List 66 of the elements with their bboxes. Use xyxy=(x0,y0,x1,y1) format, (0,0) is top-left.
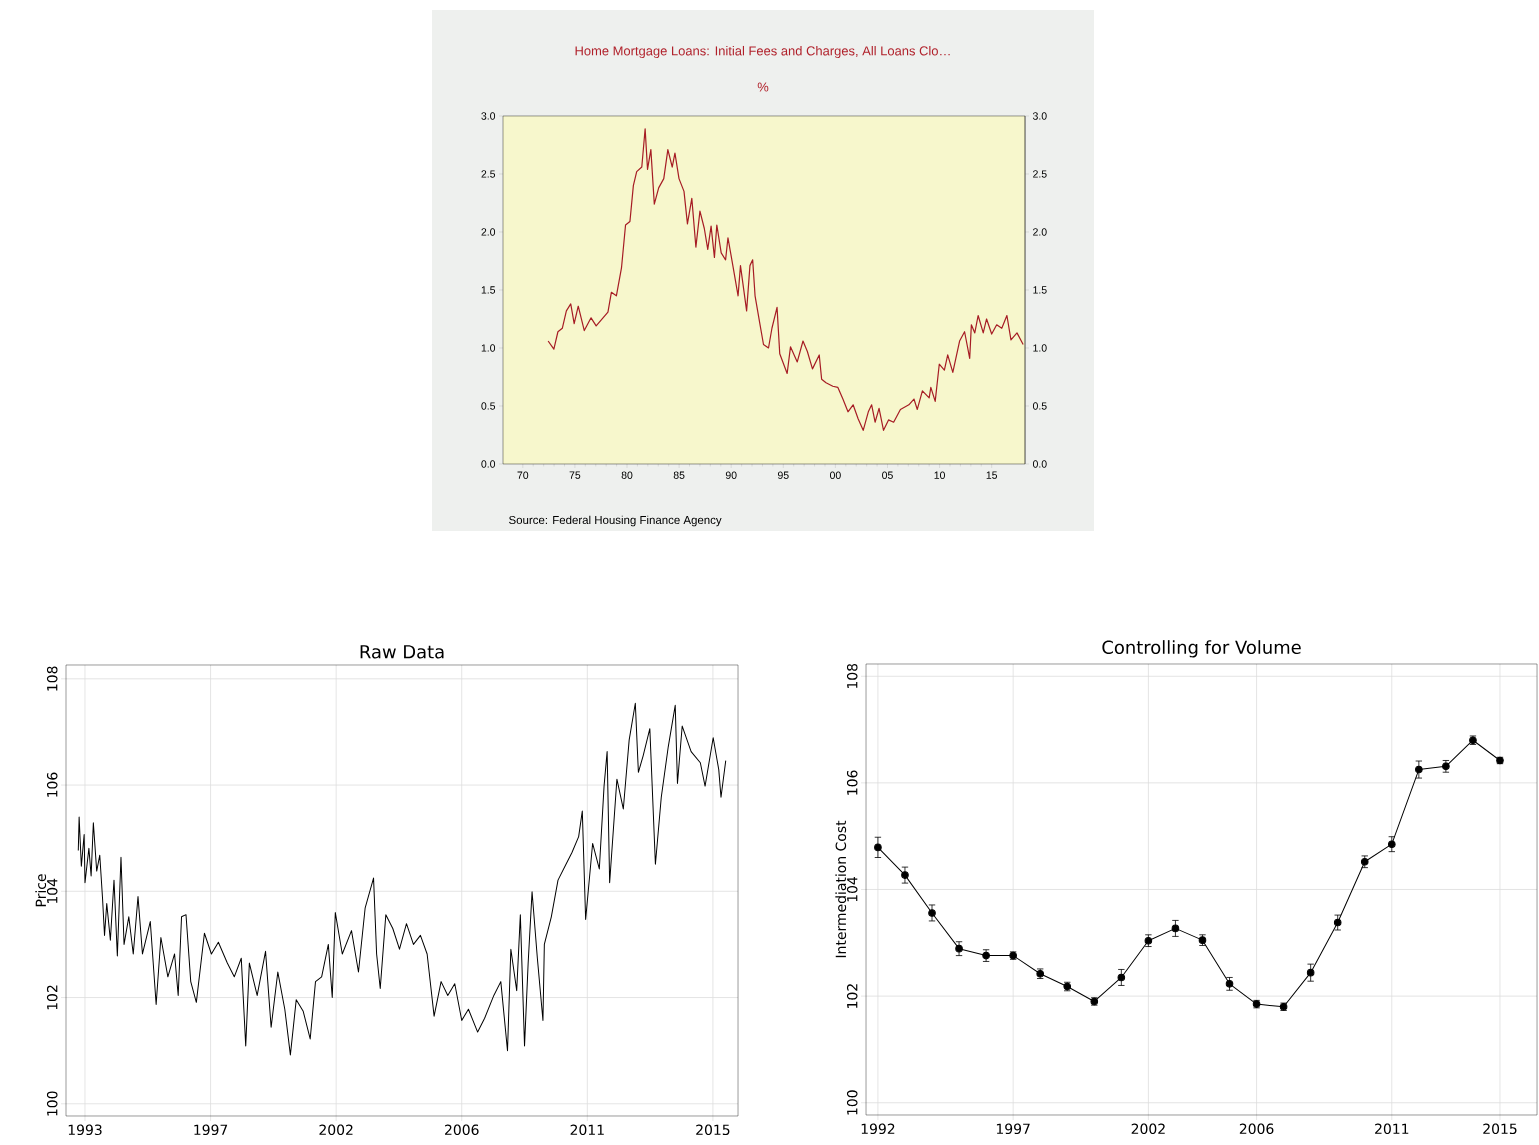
y2-tick-label: 1.5 xyxy=(1033,286,1047,294)
point xyxy=(1306,968,1315,977)
x-tick-label: 00 xyxy=(829,471,841,479)
y-tick-label: 106 xyxy=(846,770,858,795)
y-tick-label: 106 xyxy=(46,772,58,797)
y2-tick-label: 2.0 xyxy=(1033,228,1047,236)
x-tick-label: 1993 xyxy=(68,1124,102,1136)
y-tick-label: 2.0 xyxy=(481,228,496,236)
x-tick-label: 2002 xyxy=(319,1124,353,1136)
y-tick-label: 104 xyxy=(46,878,58,904)
chart-title: Controlling for Volume xyxy=(1102,640,1301,658)
x-tick-label: 1992 xyxy=(861,1123,895,1135)
x-tick-label: 75 xyxy=(569,471,581,479)
y-tick-label: 108 xyxy=(846,663,858,689)
y-tick-label: 0.0 xyxy=(481,460,496,468)
y-tick-label: 1.0 xyxy=(481,344,496,352)
point xyxy=(1333,918,1342,927)
y-tick-label: 100 xyxy=(46,1091,58,1116)
x-tick-label: 15 xyxy=(986,471,998,479)
chart-subtitle: % xyxy=(757,82,769,92)
point xyxy=(1117,973,1126,982)
y-tick-label: 102 xyxy=(846,984,858,1008)
line-series xyxy=(77,702,727,1056)
y2-tick-label: 0.5 xyxy=(1032,402,1047,410)
point xyxy=(901,871,909,879)
x-tick-label: 85 xyxy=(673,471,685,479)
y-tick-label: 104 xyxy=(846,876,858,902)
y-tick-label: 102 xyxy=(46,985,58,1010)
source-note: Source: Federal Housing Finance Agency xyxy=(509,515,722,527)
x-tick-label: 1997 xyxy=(996,1123,1030,1135)
x-tick-label: 80 xyxy=(621,471,633,479)
y-axis-title: Intermediation Cost xyxy=(835,820,847,958)
x-tick-label: 2006 xyxy=(1239,1123,1274,1135)
y-tick-label: 0.5 xyxy=(481,402,496,410)
y2-tick-label: 0.0 xyxy=(1032,460,1047,468)
point xyxy=(928,909,936,917)
x-tick-label: 05 xyxy=(882,471,893,479)
x-tick-label: 1997 xyxy=(194,1124,228,1136)
y2-tick-label: 1.0 xyxy=(1033,344,1047,352)
chart-title: Raw Data xyxy=(360,645,444,659)
y2-tick-label: 3.0 xyxy=(1032,112,1047,120)
y2-tick-label: 2.5 xyxy=(1033,170,1047,178)
chart-title: Home Mortgage Loans: Initial Fees and Charges, All Loans Clo… xyxy=(575,45,950,59)
x-tick-label: 2015 xyxy=(1483,1123,1517,1135)
y-tick-label: 100 xyxy=(846,1090,858,1115)
point xyxy=(874,843,882,852)
point xyxy=(1171,924,1180,933)
x-tick-label: 2011 xyxy=(1375,1123,1409,1135)
y-tick-label: 1.5 xyxy=(481,286,496,294)
x-tick-label: 2011 xyxy=(570,1124,604,1136)
y-tick-label: 2.5 xyxy=(481,170,496,178)
point xyxy=(1415,765,1423,774)
y-tick-label: 3.0 xyxy=(481,112,496,120)
x-tick-label: 90 xyxy=(725,471,737,479)
x-tick-label: 95 xyxy=(777,471,789,479)
x-tick-label: 2015 xyxy=(696,1124,730,1136)
y-tick-label: 108 xyxy=(46,666,58,691)
x-tick-label: 10 xyxy=(934,471,945,479)
point xyxy=(1360,857,1369,866)
x-tick-label: 2002 xyxy=(1131,1123,1165,1135)
x-tick-label: 2006 xyxy=(445,1124,479,1136)
y-axis-title: Price xyxy=(35,874,47,907)
point xyxy=(1388,840,1396,848)
point xyxy=(1225,980,1234,988)
x-tick-label: 70 xyxy=(517,471,529,479)
line-series xyxy=(547,128,1024,431)
